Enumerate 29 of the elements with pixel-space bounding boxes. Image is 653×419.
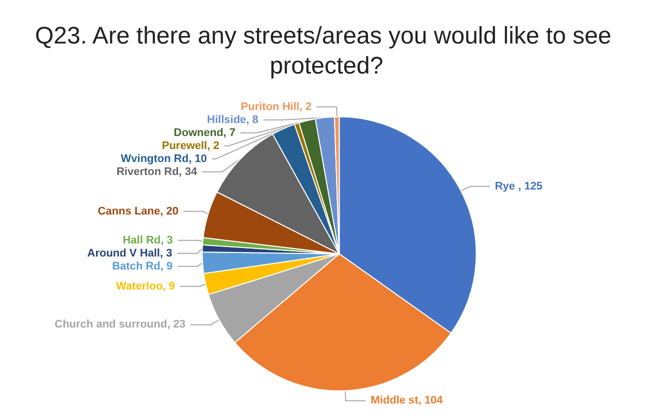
slice-label: Waterloo [116,280,163,292]
slice-label: Batch Rd [112,260,160,272]
slice-label: Around V Hall [87,247,160,260]
slice-label: Canns Lane [98,205,160,218]
slice-label: Hillside [207,114,246,126]
slice-label: Rye [494,180,518,192]
data-label: , 34 [178,166,198,178]
slice-label: Hall Rd [122,234,161,246]
slice-label: Purewell [162,140,208,152]
data-label: , 2 [207,140,220,152]
data-label: , 104 [418,394,444,407]
slice-label: Riverton Rd [116,166,179,178]
data-label: , 9 [162,280,175,292]
slice-label: Middle st [370,394,419,407]
data-label: , 3 [160,234,173,246]
data-label: , 8 [246,114,258,126]
slice-label: Wvington Rd [120,152,189,165]
data-label: , 7 [223,126,236,139]
chart-title: Q23. Are there any streets/areas you would like to see protected? [35,22,618,80]
slice-label: Puriton Hill [240,100,300,113]
data-label: , 23 [167,318,186,331]
data-label: , 9 [160,260,173,272]
data-label: , 2 [299,100,312,113]
data-label: , 20 [160,205,178,218]
slice-label: Downend [174,126,224,139]
data-label: , 3 [160,247,172,260]
data-label: , 10 [188,152,207,165]
slice-label: Church and surround [54,318,168,331]
data-label: , 125 [518,180,543,192]
